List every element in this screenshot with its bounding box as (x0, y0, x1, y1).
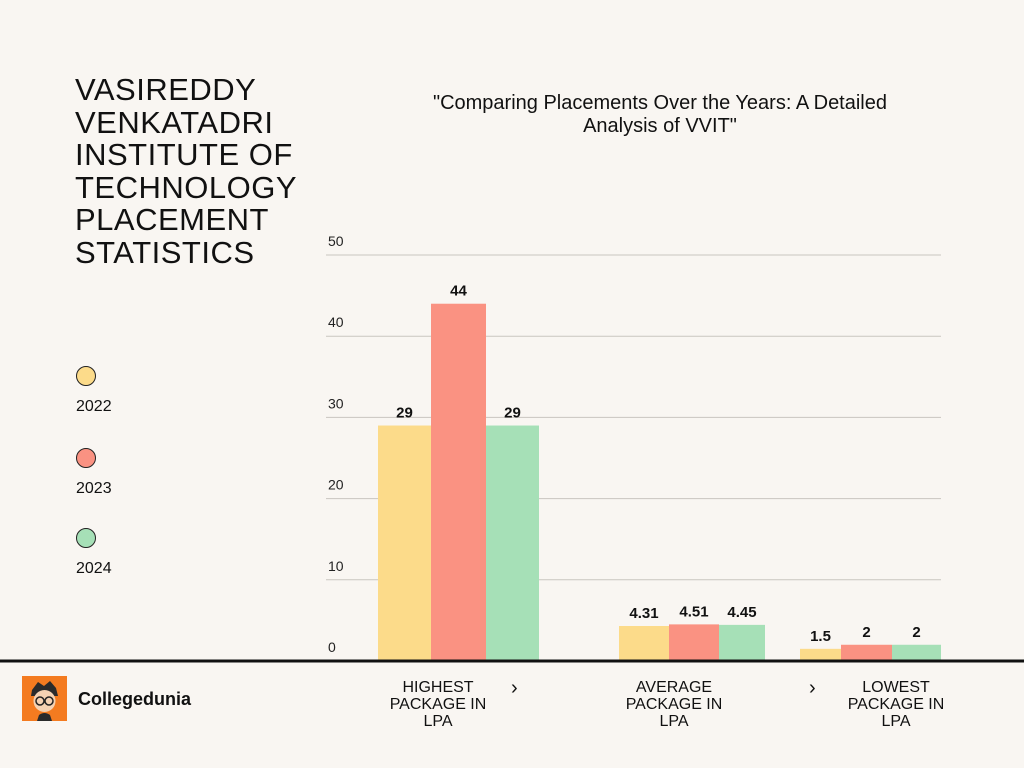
bar-2024-0 (486, 425, 539, 661)
title-line: INSTITUTE OF (75, 137, 293, 172)
legend-label-2023: 2023 (76, 480, 112, 497)
collegedunia-mascot-icon (22, 676, 67, 721)
title-line: STATISTICS (75, 234, 255, 270)
data-label-2024-0: 29 (504, 405, 521, 422)
bar-2024-1 (719, 624, 765, 661)
legend-label-2024: 2024 (76, 560, 112, 577)
data-label-2023-2: 2 (862, 624, 870, 641)
data-label-2024-2: 2 (912, 624, 920, 641)
y-tick-label: 10 (328, 558, 344, 574)
legend-swatch-2022 (76, 366, 96, 386)
chevron-right-icon: › (809, 677, 816, 699)
bar-2022-2 (800, 648, 841, 661)
legend-swatch-2023 (76, 448, 96, 468)
bar-2023-0 (431, 303, 486, 661)
chevron-right-icon: › (511, 677, 518, 699)
data-label-2023-0: 44 (450, 283, 467, 300)
y-tick-label: 0 (328, 639, 336, 655)
bar-2024-2 (892, 644, 941, 661)
bar-2022-1 (619, 626, 669, 661)
legend-label-2022: 2022 (76, 398, 112, 415)
data-label-2022-1: 4.31 (629, 605, 658, 622)
title-line: TECHNOLOGY (75, 169, 298, 205)
y-tick-label: 40 (328, 314, 344, 330)
data-label-2023-1: 4.51 (679, 603, 708, 620)
chart-title: "Comparing Placements Over the Years: A … (432, 92, 887, 137)
bar-2022-0 (378, 425, 431, 661)
data-label-2022-2: 1.5 (810, 628, 831, 645)
y-tick-label: 50 (328, 233, 344, 249)
bar-2023-2 (841, 644, 892, 661)
title-line: VENKATADRI (75, 104, 274, 140)
title-line: VASIREDDY (75, 72, 257, 107)
y-tick-label: 20 (328, 477, 344, 493)
legend-swatch-2024 (76, 528, 96, 548)
title-line: PLACEMENT (75, 202, 269, 237)
brand-name: Collegedunia (78, 689, 192, 709)
data-label-2022-0: 29 (396, 405, 413, 422)
category-label-lowest: LOWEST PACKAGE IN LPA (847, 679, 945, 730)
category-label-average: AVERAGE PACKAGE IN LPA (625, 679, 723, 730)
category-label-highest: HIGHEST PACKAGE IN LPA (389, 679, 487, 730)
page-title: VASIREDDY VENKATADRI INSTITUTE OF TECHNO… (75, 72, 315, 270)
bar-2023-1 (669, 624, 719, 661)
data-label-2024-1: 4.45 (727, 604, 756, 621)
y-tick-label: 30 (328, 395, 344, 411)
